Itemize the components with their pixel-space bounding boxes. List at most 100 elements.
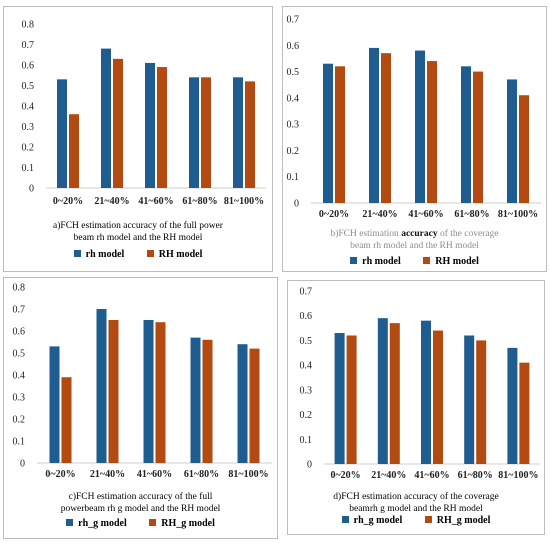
bar-chart-b: 0 0.1 0.2 0.3 0.4 0.5 0.6 0.7 0~20% 21~40% 41~60% 6… <box>287 15 541 220</box>
legend-a: rh model RH model <box>4 249 272 260</box>
legend-b-item-1: rh model <box>350 256 401 267</box>
legend-a-label-2: RH model <box>158 249 203 260</box>
y-tick-label: 0.6 <box>13 327 26 338</box>
bar-orange-c-2 <box>155 322 166 463</box>
y-tick-label: 0.4 <box>13 371 26 382</box>
bar-orange-b-4 <box>519 95 529 203</box>
caption-a-line1: a)FCH estimation accuracy of the full po… <box>53 221 223 231</box>
legend-d-item-1: rh_g model <box>341 515 403 526</box>
bar-blue-b-3 <box>461 66 471 203</box>
y-tick-label: 0.8 <box>22 20 35 31</box>
legend-d: rh_g model RH_g model <box>288 515 544 526</box>
y-tick-label: 0.4 <box>287 93 300 104</box>
x-category-label: 81~100% <box>498 470 538 481</box>
x-category-label: 81~100% <box>498 209 538 220</box>
bar-orange-a-0 <box>69 114 79 188</box>
legend-a-label-1: rh model <box>85 249 125 260</box>
bar-blue-a-3 <box>189 77 199 188</box>
y-tick-label: 0.5 <box>300 336 313 347</box>
legend-swatch-blue <box>66 519 74 527</box>
y-tick-label: 0.4 <box>300 361 313 372</box>
legend-swatch-orange <box>424 516 432 524</box>
legend-c-item-1: rh_g model <box>66 518 127 529</box>
bar-blue-d-4 <box>507 347 518 464</box>
bar-orange-b-1 <box>381 53 391 203</box>
legend-d-label-1: rh_g model <box>353 515 403 526</box>
x-category-label: 0~20% <box>330 470 360 481</box>
legend-d-label-2: RH_g model <box>436 515 491 526</box>
caption-b-line1-start: b)FCH estimation <box>330 229 402 239</box>
caption-d-line1: d)FCH estimation accuracy of the coverag… <box>333 492 499 502</box>
x-category-label: 41~60% <box>138 196 173 207</box>
y-tick-label: 0.5 <box>287 67 300 78</box>
bar-orange-d-0 <box>346 335 357 464</box>
y-tick-label: 0.1 <box>22 163 35 174</box>
bar-orange-a-3 <box>201 77 211 188</box>
y-tick-label: 0.7 <box>300 287 313 298</box>
legend-swatch-blue <box>341 516 349 524</box>
y-tick-label: 0.3 <box>13 393 26 404</box>
legend-swatch-orange <box>423 257 431 265</box>
x-category-label: 61~80% <box>182 196 217 207</box>
bar-orange-a-4 <box>245 81 255 188</box>
y-tick-label: 0 <box>20 459 25 470</box>
y-tick-label: 0.3 <box>287 120 300 131</box>
bar-orange-c-4 <box>249 348 260 463</box>
caption-c-line1: c)FCH estimation accuracy of the full <box>68 492 213 502</box>
x-category-label: 81~100% <box>224 196 264 207</box>
x-category-label: 21~40% <box>371 470 406 481</box>
y-tick-label: 0.7 <box>13 305 26 316</box>
bar-chart-c: 0 0.1 0.2 0.3 0.4 0.5 0.6 0.7 0.8 0~20% 21~40% 41~6… <box>13 283 272 480</box>
legend-swatch-orange <box>146 250 154 258</box>
y-tick-label: 0.5 <box>13 349 26 360</box>
bar-orange-d-2 <box>433 330 443 464</box>
legend-c-label-2: RH_g model <box>161 518 215 529</box>
x-category-label: 0~20% <box>319 209 349 220</box>
x-category-label: 61~80% <box>454 209 489 220</box>
legend-b-label-2: RH model <box>435 256 479 267</box>
bar-blue-b-2 <box>415 50 425 203</box>
bar-orange-b-0 <box>335 66 345 203</box>
bar-blue-d-3 <box>464 335 475 464</box>
legend-c-item-2: RH_g model <box>149 518 215 529</box>
legend-swatch-blue <box>350 257 358 265</box>
bar-orange-c-1 <box>108 320 119 463</box>
bar-blue-b-0 <box>323 63 333 203</box>
caption-d-line2: beamrh g model and the RH model <box>349 504 483 514</box>
y-tick-label: 0.7 <box>22 40 35 51</box>
bar-blue-a-2 <box>145 62 155 189</box>
bar-orange-c-0 <box>61 377 72 463</box>
y-tick-label: 0.1 <box>300 435 313 446</box>
y-tick-label: 0.3 <box>300 385 313 396</box>
bar-blue-a-1 <box>101 48 111 188</box>
legend-b-label-1: rh model <box>362 256 401 267</box>
y-tick-label: 0.7 <box>287 15 300 26</box>
legend-c: rh_g model RH_g model <box>4 518 277 529</box>
y-tick-label: 0.1 <box>287 172 300 183</box>
x-category-label: 61~80% <box>458 470 493 481</box>
x-category-label: 21~40% <box>362 209 397 220</box>
y-tick-label: 0.8 <box>13 283 26 294</box>
bar-orange-d-4 <box>519 362 530 464</box>
bar-blue-d-1 <box>377 318 388 464</box>
caption-a-line2: beam rh model and the RH model <box>73 233 203 243</box>
legend-swatch-orange <box>149 519 157 527</box>
y-tick-label: 0.3 <box>22 122 35 133</box>
caption-b-line1-end: of the coverage <box>437 229 499 239</box>
caption-d: d)FCH estimation accuracy of the coverag… <box>288 491 544 515</box>
bar-chart-a: 0 0.1 0.2 0.3 0.4 0.5 0.6 0.7 0.8 0~20% 21~40% 41~6… <box>22 20 266 207</box>
bar-blue-b-1 <box>369 47 379 203</box>
x-category-label: 0~20% <box>53 196 83 207</box>
caption-c: c)FCH estimation accuracy of the full po… <box>4 491 277 515</box>
y-tick-label: 0.6 <box>300 311 313 322</box>
x-category-label: 41~60% <box>137 469 172 480</box>
bar-blue-a-4 <box>233 77 243 188</box>
caption-a: a)FCH estimation accuracy of the full po… <box>4 220 272 244</box>
chart-panel-c: 0 0.1 0.2 0.3 0.4 0.5 0.6 0.7 0.8 0~20% 21~40% 41~6… <box>3 277 278 539</box>
x-category-label: 81~100% <box>228 469 268 480</box>
x-category-label: 0~20% <box>45 469 75 480</box>
bar-blue-d-0 <box>334 333 345 464</box>
legend-d-item-2: RH_g model <box>424 515 491 526</box>
y-tick-label: 0.1 <box>13 437 26 448</box>
bar-chart-d: 0 0.1 0.2 0.3 0.4 0.5 0.6 0.7 0~20% 21~40% 41~60% 6… <box>300 287 540 481</box>
